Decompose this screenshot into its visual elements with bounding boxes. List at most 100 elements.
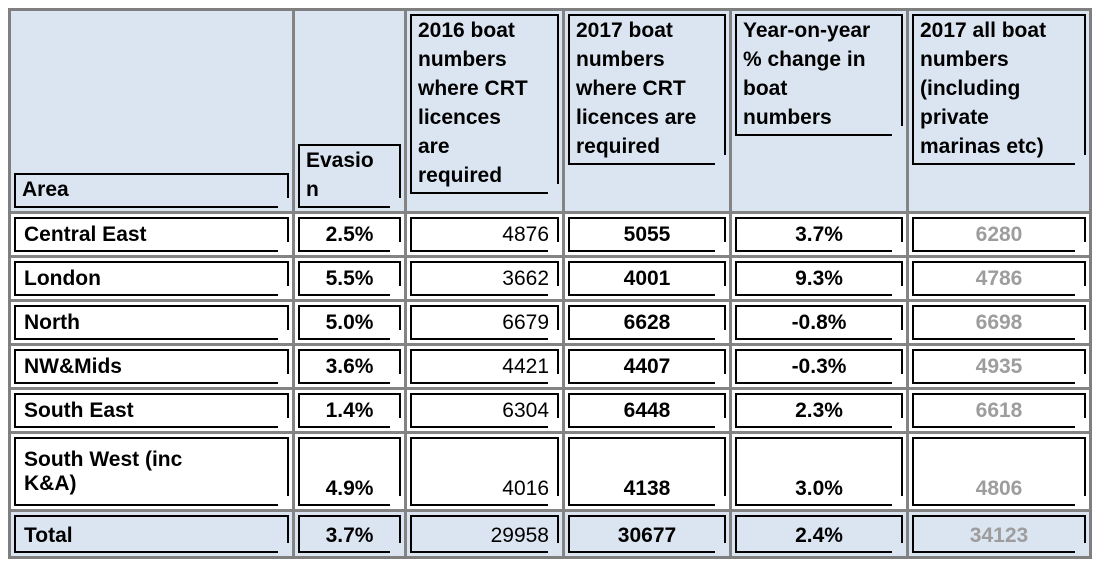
boats-2016-value: 4421 — [502, 355, 549, 378]
cell-boats-2016: 4421 — [407, 346, 565, 390]
boats-2017-box: 4001 — [568, 261, 726, 296]
yoy-change-value: 2.3% — [795, 399, 843, 422]
cell-all-boats-2017: 4806 — [909, 434, 1089, 512]
all-boats-2017-value: 6698 — [975, 311, 1023, 334]
cell-evasion: 3.6% — [295, 346, 407, 390]
cell-all-boats-2017: 6698 — [909, 302, 1089, 346]
evasion-box: 3.6% — [298, 349, 401, 384]
cell-evasion: 4.9% — [295, 434, 407, 512]
cell-all-boats-2017: 4786 — [909, 258, 1089, 302]
cell-area: North — [11, 302, 295, 346]
cell-yoy-change: 3.0% — [732, 434, 909, 512]
evasion-box: 3.7% — [298, 515, 401, 553]
boats-2017-box: 30677 — [568, 515, 726, 553]
cell-evasion: 5.5% — [295, 258, 407, 302]
all-boats-2017-box: 6698 — [912, 305, 1086, 340]
cell-boats-2016: 3662 — [407, 258, 565, 302]
evasion-value: 1.4% — [325, 399, 374, 422]
area-value: London — [24, 267, 101, 290]
cell-yoy-change: 2.4% — [732, 512, 909, 556]
cell-boats-2017: 5055 — [565, 214, 732, 258]
evasion-box: 5.0% — [298, 305, 401, 340]
table-row-total: Total 3.7% 29958 30677 2.4% 34123 — [11, 512, 1089, 556]
area-value: NW&Mids — [24, 355, 122, 378]
cell-evasion: 2.5% — [295, 214, 407, 258]
yoy-change-box: -0.3% — [735, 349, 903, 384]
all-boats-2017-value: 6618 — [975, 399, 1023, 422]
all-boats-2017-value: 4935 — [975, 355, 1023, 378]
boats-2016-box: 29958 — [410, 515, 559, 553]
header-cell-yoy-change: Year-on-year % change in boat numbers — [732, 11, 909, 214]
header-row: Area Evasio n 2016 boat numbers where CR… — [11, 11, 1089, 214]
cell-boats-2017: 30677 — [565, 512, 732, 556]
cell-boats-2017: 4138 — [565, 434, 732, 512]
boats-2016-box: 4421 — [410, 349, 559, 384]
cell-yoy-change: -0.8% — [732, 302, 909, 346]
evasion-value: 3.6% — [325, 355, 374, 378]
area-value: Central East — [24, 223, 147, 246]
table-row-nw-mids: NW&Mids 3.6% 4421 4407 -0.3% 4935 — [11, 346, 1089, 390]
boats-2016-box: 6679 — [410, 305, 559, 340]
boats-2017-value: 4407 — [623, 355, 671, 378]
all-boats-2017-box: 4786 — [912, 261, 1086, 296]
header-cell-boats-2017: 2017 boat numbers where CRT licences are… — [565, 11, 732, 214]
header-cell-evasion: Evasio n — [295, 11, 407, 214]
boats-2017-value: 5055 — [623, 223, 671, 246]
area-box: South West (inc K&A) — [14, 437, 289, 506]
cell-boats-2016: 6304 — [407, 390, 565, 434]
area-value: Total — [24, 524, 73, 547]
evasion-value: 5.0% — [325, 311, 374, 334]
all-boats-2017-value: 4786 — [975, 267, 1023, 290]
evasion-header-box: Evasio n — [298, 144, 401, 208]
all-boats-2017-header-label: 2017 all boat numbers (including private… — [920, 19, 1047, 158]
yoy-change-value: 9.3% — [795, 267, 843, 290]
table-row-central-east: Central East 2.5% 4876 5055 3.7% 6280 — [11, 214, 1089, 258]
all-boats-2017-box: 6618 — [912, 393, 1086, 428]
area-value: South East — [24, 399, 134, 422]
evasion-value: 4.9% — [325, 477, 374, 500]
evasion-value: 5.5% — [325, 267, 374, 290]
all-boats-2017-box: 34123 — [912, 515, 1086, 553]
boats-2017-header-box: 2017 boat numbers where CRT licences are… — [568, 14, 726, 165]
yoy-change-box: 9.3% — [735, 261, 903, 296]
table-row-north: North 5.0% 6679 6628 -0.8% 6698 — [11, 302, 1089, 346]
cell-area: London — [11, 258, 295, 302]
evasion-value: 2.5% — [325, 223, 374, 246]
cell-area: NW&Mids — [11, 346, 295, 390]
header-cell-all-boats-2017: 2017 all boat numbers (including private… — [909, 11, 1089, 214]
all-boats-2017-box: 4806 — [912, 437, 1086, 506]
cell-evasion: 5.0% — [295, 302, 407, 346]
boats-2017-value: 6448 — [623, 399, 671, 422]
cell-area: South West (inc K&A) — [11, 434, 295, 512]
area-box: Total — [14, 515, 289, 553]
boats-2016-value: 3662 — [502, 267, 549, 290]
yoy-change-header-box: Year-on-year % change in boat numbers — [735, 14, 903, 136]
yoy-change-value: -0.8% — [791, 311, 847, 334]
area-header-box: Area — [14, 173, 289, 208]
yoy-change-box: 2.3% — [735, 393, 903, 428]
cell-evasion: 3.7% — [295, 512, 407, 556]
cell-boats-2017: 6448 — [565, 390, 732, 434]
yoy-change-box: 3.0% — [735, 437, 903, 506]
header-cell-boats-2016: 2016 boat numbers where CRT licences are… — [407, 11, 565, 214]
cell-area: South East — [11, 390, 295, 434]
boats-2017-box: 6448 — [568, 393, 726, 428]
header-cell-area: Area — [11, 11, 295, 214]
evasion-box: 1.4% — [298, 393, 401, 428]
cell-boats-2016: 29958 — [407, 512, 565, 556]
area-header-label: Area — [22, 178, 69, 201]
yoy-change-value: 3.0% — [795, 477, 843, 500]
boats-2016-header-label: 2016 boat numbers where CRT licences are… — [418, 19, 528, 187]
evasion-box: 4.9% — [298, 437, 401, 506]
boats-2017-value: 30677 — [617, 524, 677, 547]
boats-2016-value: 29958 — [490, 524, 549, 547]
yoy-change-header-label: Year-on-year % change in boat numbers — [743, 19, 871, 129]
boats-2017-box: 4138 — [568, 437, 726, 506]
yoy-change-value: -0.3% — [791, 355, 847, 378]
boats-2016-box: 4876 — [410, 217, 559, 252]
table-row-south-west: South West (inc K&A) 4.9% 4016 4138 3.0%… — [11, 434, 1089, 512]
cell-boats-2017: 4001 — [565, 258, 732, 302]
cell-boats-2016: 4016 — [407, 434, 565, 512]
boats-2016-header-box: 2016 boat numbers where CRT licences are… — [410, 14, 559, 194]
